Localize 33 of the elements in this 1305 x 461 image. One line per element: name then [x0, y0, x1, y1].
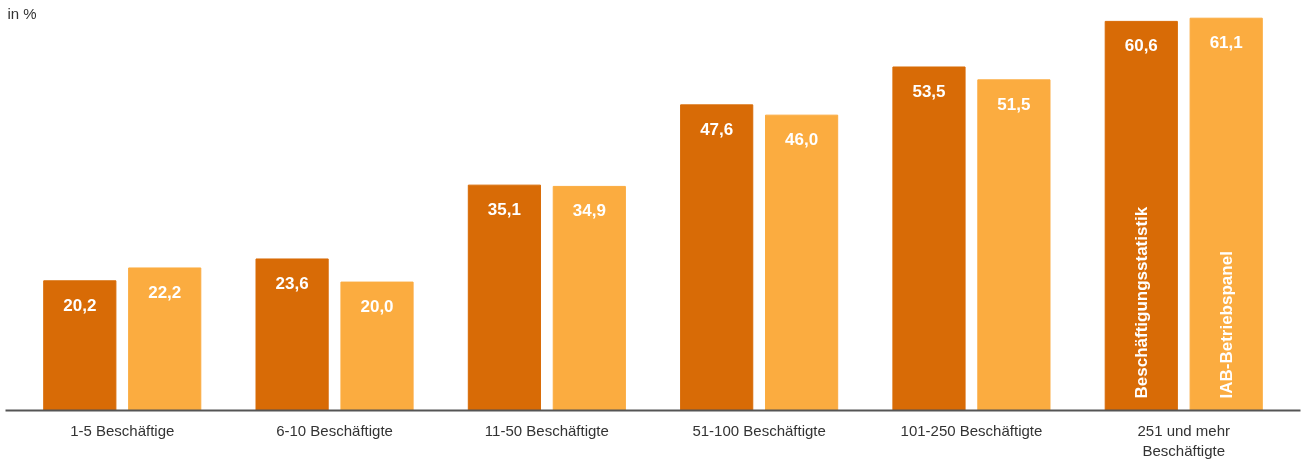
data-label: 51,5: [997, 94, 1031, 114]
bar: [128, 267, 202, 411]
x-tick-label: 1-5 Beschäftige: [70, 421, 175, 439]
bar: [977, 79, 1051, 411]
bar: [1104, 20, 1178, 411]
data-label: 22,2: [148, 282, 182, 302]
bar: [765, 114, 839, 411]
data-label: 61,1: [1209, 33, 1243, 53]
data-label: 23,6: [275, 273, 309, 293]
data-label: 60,6: [1124, 36, 1158, 56]
data-label: 34,9: [572, 201, 606, 221]
data-label: 47,6: [700, 119, 734, 139]
x-tick-label: 51-100 Beschäftigte: [692, 421, 826, 439]
x-tick-label: 101-250 Beschäftigte: [900, 421, 1043, 439]
bar: [680, 104, 754, 411]
data-label: 20,0: [360, 297, 394, 317]
x-tick-label: 6-10 Beschäftigte: [276, 421, 393, 439]
x-tick-label: 251 und mehr Beschäftigte: [1137, 421, 1231, 459]
bar: [467, 184, 541, 411]
data-label: 35,1: [487, 200, 521, 220]
x-tick-label: 11-50 Beschäftigte: [484, 421, 609, 439]
series-label: Beschäftigungsstatistik: [1131, 206, 1151, 399]
bar: [892, 66, 966, 411]
bar: [340, 281, 414, 411]
bar: [255, 258, 329, 411]
bar: [1189, 17, 1263, 411]
series-label: IAB-Betriebspanel: [1216, 251, 1236, 399]
bar: [43, 280, 117, 411]
data-label: 53,5: [912, 81, 946, 101]
data-label: 20,2: [63, 295, 97, 315]
bar: [552, 185, 626, 411]
y-axis-title: in %: [7, 4, 37, 22]
data-label: 46,0: [785, 130, 819, 150]
